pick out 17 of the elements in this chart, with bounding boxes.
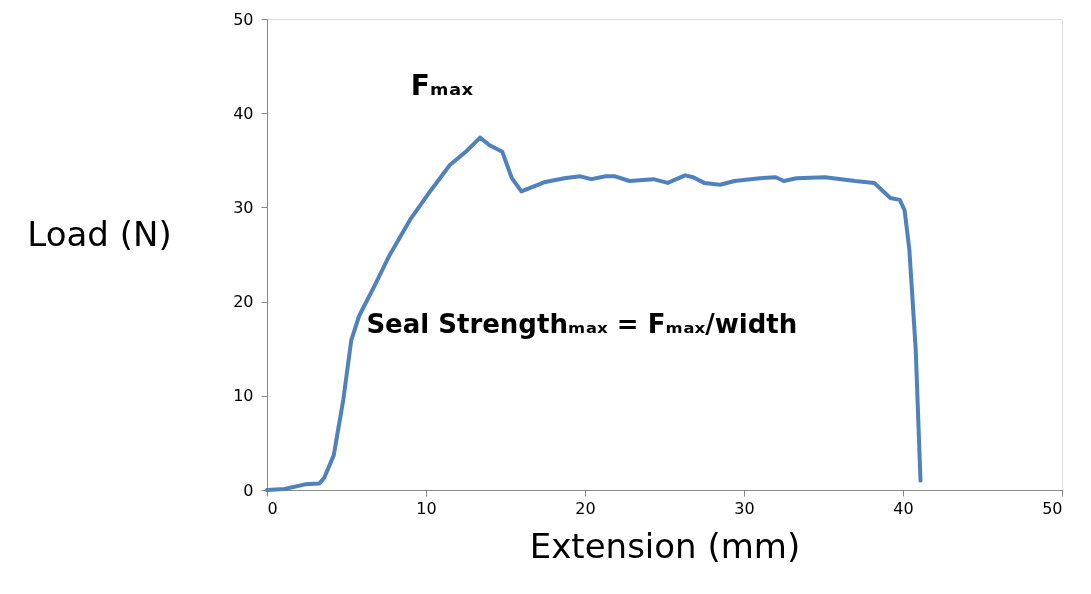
x-tick-label: 40 [893, 498, 914, 518]
x-tick-label: 10 [416, 498, 437, 518]
x-tick-label: 30 [734, 498, 755, 518]
line-series [265, 135, 923, 492]
y-tick-label: 30 [233, 197, 254, 217]
y-tick-label: 50 [233, 9, 254, 29]
y-tick-label: 20 [233, 292, 254, 312]
x-axis-title: Extension (mm) [529, 525, 801, 566]
y-tick-label: 40 [233, 103, 254, 123]
x-tick-label: 0 [267, 498, 278, 518]
annotation: Seal Strengthₘₐₓ = Fₘₐₓ/width [366, 309, 798, 340]
x-tick-label: 50 [1042, 498, 1063, 518]
y-axis-title: Load (N) [27, 214, 172, 255]
annotation: Fₘₐₓ [410, 69, 474, 103]
x-tick-label: 20 [575, 498, 596, 518]
y-tick-label: 10 [233, 386, 254, 406]
y-tick-label: 0 [243, 480, 254, 500]
